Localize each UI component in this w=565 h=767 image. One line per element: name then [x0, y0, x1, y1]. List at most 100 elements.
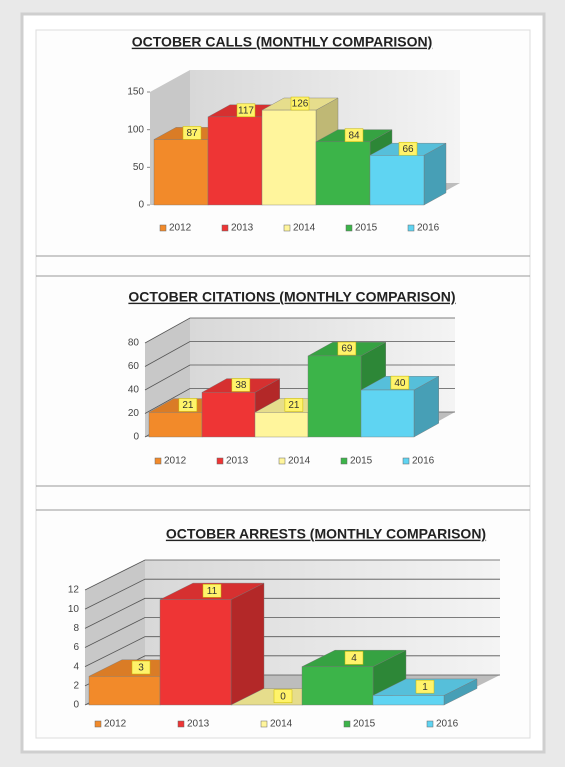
value-label: 40 — [394, 378, 406, 389]
value-label: 1 — [422, 682, 428, 693]
y-tick-label: 12 — [68, 585, 80, 596]
legend-label: 2016 — [417, 223, 440, 234]
y-tick-label: 6 — [73, 642, 79, 653]
value-label-box — [337, 341, 357, 356]
value-label-box — [273, 689, 293, 703]
chart-title: OCTOBER CALLS (MONTHLY COMPARISON) — [132, 34, 433, 50]
chart-title: OCTOBER ARRESTS (MONTHLY COMPARISON) — [166, 526, 486, 542]
value-label: 69 — [341, 344, 353, 355]
y-tick-label: 0 — [138, 200, 144, 211]
legend-label: 2013 — [187, 719, 210, 730]
legend-label: 2015 — [353, 719, 376, 730]
bar — [207, 116, 263, 206]
y-tick-label: 0 — [73, 700, 79, 711]
legend-swatch — [154, 457, 162, 465]
grid-line — [144, 317, 455, 344]
legend-swatch — [345, 224, 353, 232]
value-label-box — [344, 128, 364, 142]
legend-swatch — [278, 457, 286, 465]
grid-line — [84, 636, 500, 668]
value-label: 0 — [280, 691, 286, 702]
legend-label: 2013 — [226, 456, 249, 467]
value-label-box — [202, 584, 222, 598]
legend-swatch — [426, 720, 434, 728]
grid-line — [144, 341, 455, 367]
grid-line — [84, 578, 500, 610]
bar — [369, 155, 425, 206]
legend-swatch — [221, 224, 229, 232]
legend-label: 2015 — [355, 223, 378, 234]
value-label: 4 — [351, 653, 357, 664]
y-tick-label: 60 — [128, 361, 140, 372]
value-label-box — [178, 398, 198, 412]
bar — [307, 355, 362, 438]
legend-label: 2012 — [164, 456, 187, 467]
legend-swatch — [343, 720, 351, 728]
bar — [315, 141, 371, 206]
value-label-box — [131, 660, 151, 675]
chart-title: OCTOBER CITATIONS (MONTHLY COMPARISON) — [128, 289, 455, 305]
legend-swatch — [283, 224, 291, 232]
legend-label: 2013 — [231, 223, 254, 234]
y-tick-label: 100 — [127, 124, 144, 135]
bar — [301, 666, 374, 706]
legend-label: 2015 — [350, 456, 373, 467]
y-tick-label: 50 — [133, 162, 145, 173]
y-tick-label: 4 — [73, 661, 79, 672]
value-label: 3 — [138, 663, 144, 674]
value-label: 21 — [182, 400, 194, 411]
value-label-box — [236, 103, 256, 118]
legend-label: 2014 — [293, 223, 316, 234]
value-label: 66 — [402, 144, 414, 155]
value-label: 84 — [348, 130, 360, 141]
bar-side — [230, 582, 265, 706]
legend-swatch — [260, 720, 268, 728]
bar — [254, 412, 309, 438]
bar — [372, 695, 445, 706]
value-label: 38 — [235, 380, 247, 391]
y-tick-label: 80 — [128, 338, 140, 349]
y-tick-label: 150 — [127, 87, 144, 98]
grid-line — [84, 559, 500, 591]
bar — [201, 392, 256, 438]
y-tick-label: 0 — [133, 432, 139, 443]
y-tick-label: 2 — [73, 680, 79, 691]
legend-label: 2014 — [270, 719, 293, 730]
value-label-box — [344, 651, 364, 665]
bar — [153, 139, 209, 206]
value-label: 87 — [186, 128, 198, 139]
value-label: 126 — [292, 99, 309, 110]
legend-label: 2016 — [436, 719, 459, 730]
value-label: 117 — [238, 105, 254, 116]
y-tick-label: 10 — [68, 604, 80, 615]
value-label-box — [231, 378, 251, 392]
legend-swatch — [340, 457, 348, 465]
grid-line — [84, 617, 500, 648]
y-tick-label: 8 — [73, 623, 79, 634]
bar — [159, 599, 232, 706]
value-label-box — [290, 96, 310, 111]
value-label-box — [415, 679, 435, 694]
y-tick-label: 20 — [128, 408, 140, 419]
value-label-box — [390, 375, 410, 390]
value-label: 11 — [207, 586, 218, 597]
legend-label: 2014 — [288, 456, 311, 467]
legend-label: 2016 — [412, 456, 435, 467]
value-label-box — [284, 398, 304, 412]
bar — [261, 109, 317, 206]
legend-swatch — [94, 720, 102, 728]
legend-swatch — [159, 224, 167, 232]
legend-swatch — [177, 720, 185, 728]
legend-swatch — [402, 457, 410, 465]
y-tick-label: 40 — [128, 385, 140, 396]
legend-swatch — [407, 224, 415, 232]
legend-swatch — [216, 457, 224, 465]
legend-label: 2012 — [169, 223, 192, 234]
value-label-box — [182, 126, 202, 140]
value-label: 21 — [288, 400, 300, 411]
bar — [148, 412, 203, 438]
value-label-box — [398, 141, 418, 156]
grid-line — [84, 597, 500, 629]
